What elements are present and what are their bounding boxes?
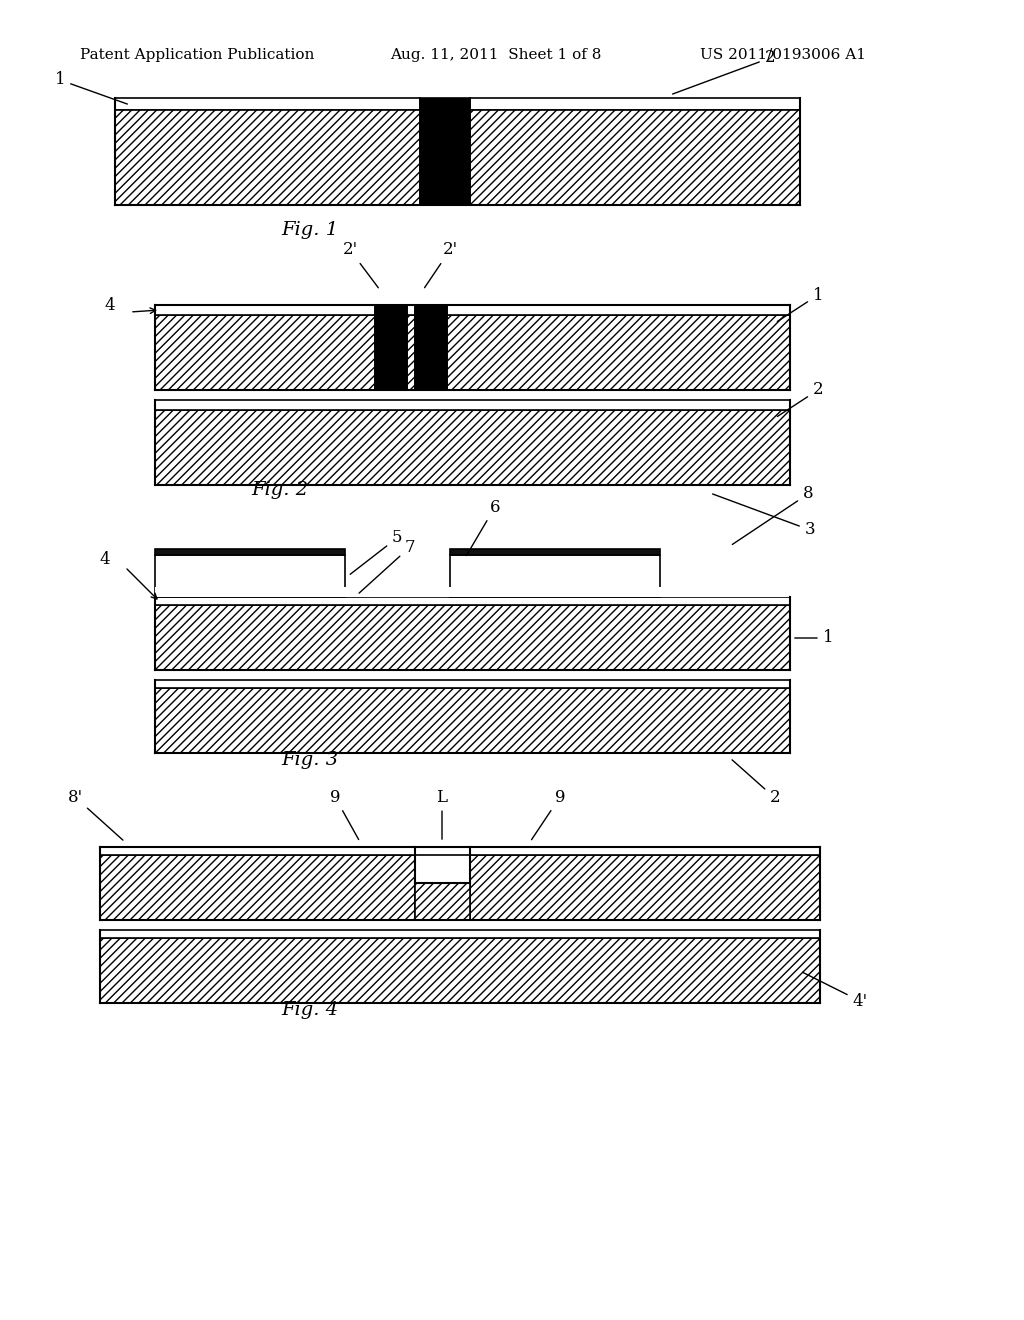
Text: 6: 6	[466, 499, 501, 556]
Bar	[100, 837, 820, 847]
Bar	[447, 315, 790, 389]
Text: 7: 7	[359, 539, 416, 593]
Bar	[155, 305, 375, 315]
Bar	[155, 411, 790, 484]
Bar	[155, 400, 790, 411]
Bar	[155, 680, 790, 688]
Bar	[155, 688, 790, 752]
Text: 1: 1	[54, 71, 127, 104]
Bar	[450, 554, 660, 597]
Text: L: L	[436, 788, 447, 840]
Bar	[155, 554, 345, 597]
Bar	[115, 98, 420, 110]
Bar	[470, 110, 800, 205]
Bar	[155, 315, 375, 389]
Text: 2: 2	[673, 49, 775, 94]
Text: 4': 4'	[803, 973, 867, 1010]
Text: 3: 3	[713, 494, 815, 539]
Text: Patent Application Publication: Patent Application Publication	[80, 48, 314, 62]
Text: 2': 2'	[342, 242, 378, 288]
Bar	[155, 294, 790, 305]
Text: Fig. 1: Fig. 1	[282, 220, 339, 239]
Text: 5: 5	[350, 529, 402, 574]
Bar	[420, 98, 470, 205]
Text: 2': 2'	[425, 242, 458, 288]
Text: 4: 4	[99, 552, 111, 569]
Bar	[100, 939, 820, 1003]
Bar	[407, 315, 415, 389]
Bar	[100, 847, 820, 855]
Text: 9: 9	[531, 788, 565, 840]
Bar	[155, 597, 790, 605]
Bar	[155, 549, 345, 554]
Bar	[470, 855, 820, 920]
Text: Fig. 3: Fig. 3	[282, 751, 339, 770]
Bar	[155, 605, 790, 671]
Text: 2: 2	[777, 381, 823, 417]
Bar	[447, 305, 790, 315]
Text: Fig. 2: Fig. 2	[252, 480, 308, 499]
Text: 8: 8	[732, 486, 813, 544]
Bar	[415, 305, 447, 389]
Bar	[115, 110, 420, 205]
Bar	[155, 587, 790, 597]
Bar	[407, 305, 415, 315]
Text: Aug. 11, 2011  Sheet 1 of 8: Aug. 11, 2011 Sheet 1 of 8	[390, 48, 601, 62]
Text: 4: 4	[104, 297, 116, 314]
Bar	[100, 931, 820, 939]
Text: 8': 8'	[68, 788, 123, 840]
Text: US 2011/0193006 A1: US 2011/0193006 A1	[700, 48, 866, 62]
Text: Fig. 4: Fig. 4	[282, 1001, 339, 1019]
Text: 2: 2	[732, 760, 780, 807]
Bar	[100, 855, 415, 920]
Text: 1: 1	[795, 630, 834, 647]
Bar	[470, 98, 800, 110]
Bar	[450, 549, 660, 554]
Bar	[415, 883, 470, 920]
Text: 1: 1	[777, 286, 823, 322]
Text: 9: 9	[330, 788, 358, 840]
Bar	[375, 305, 407, 389]
